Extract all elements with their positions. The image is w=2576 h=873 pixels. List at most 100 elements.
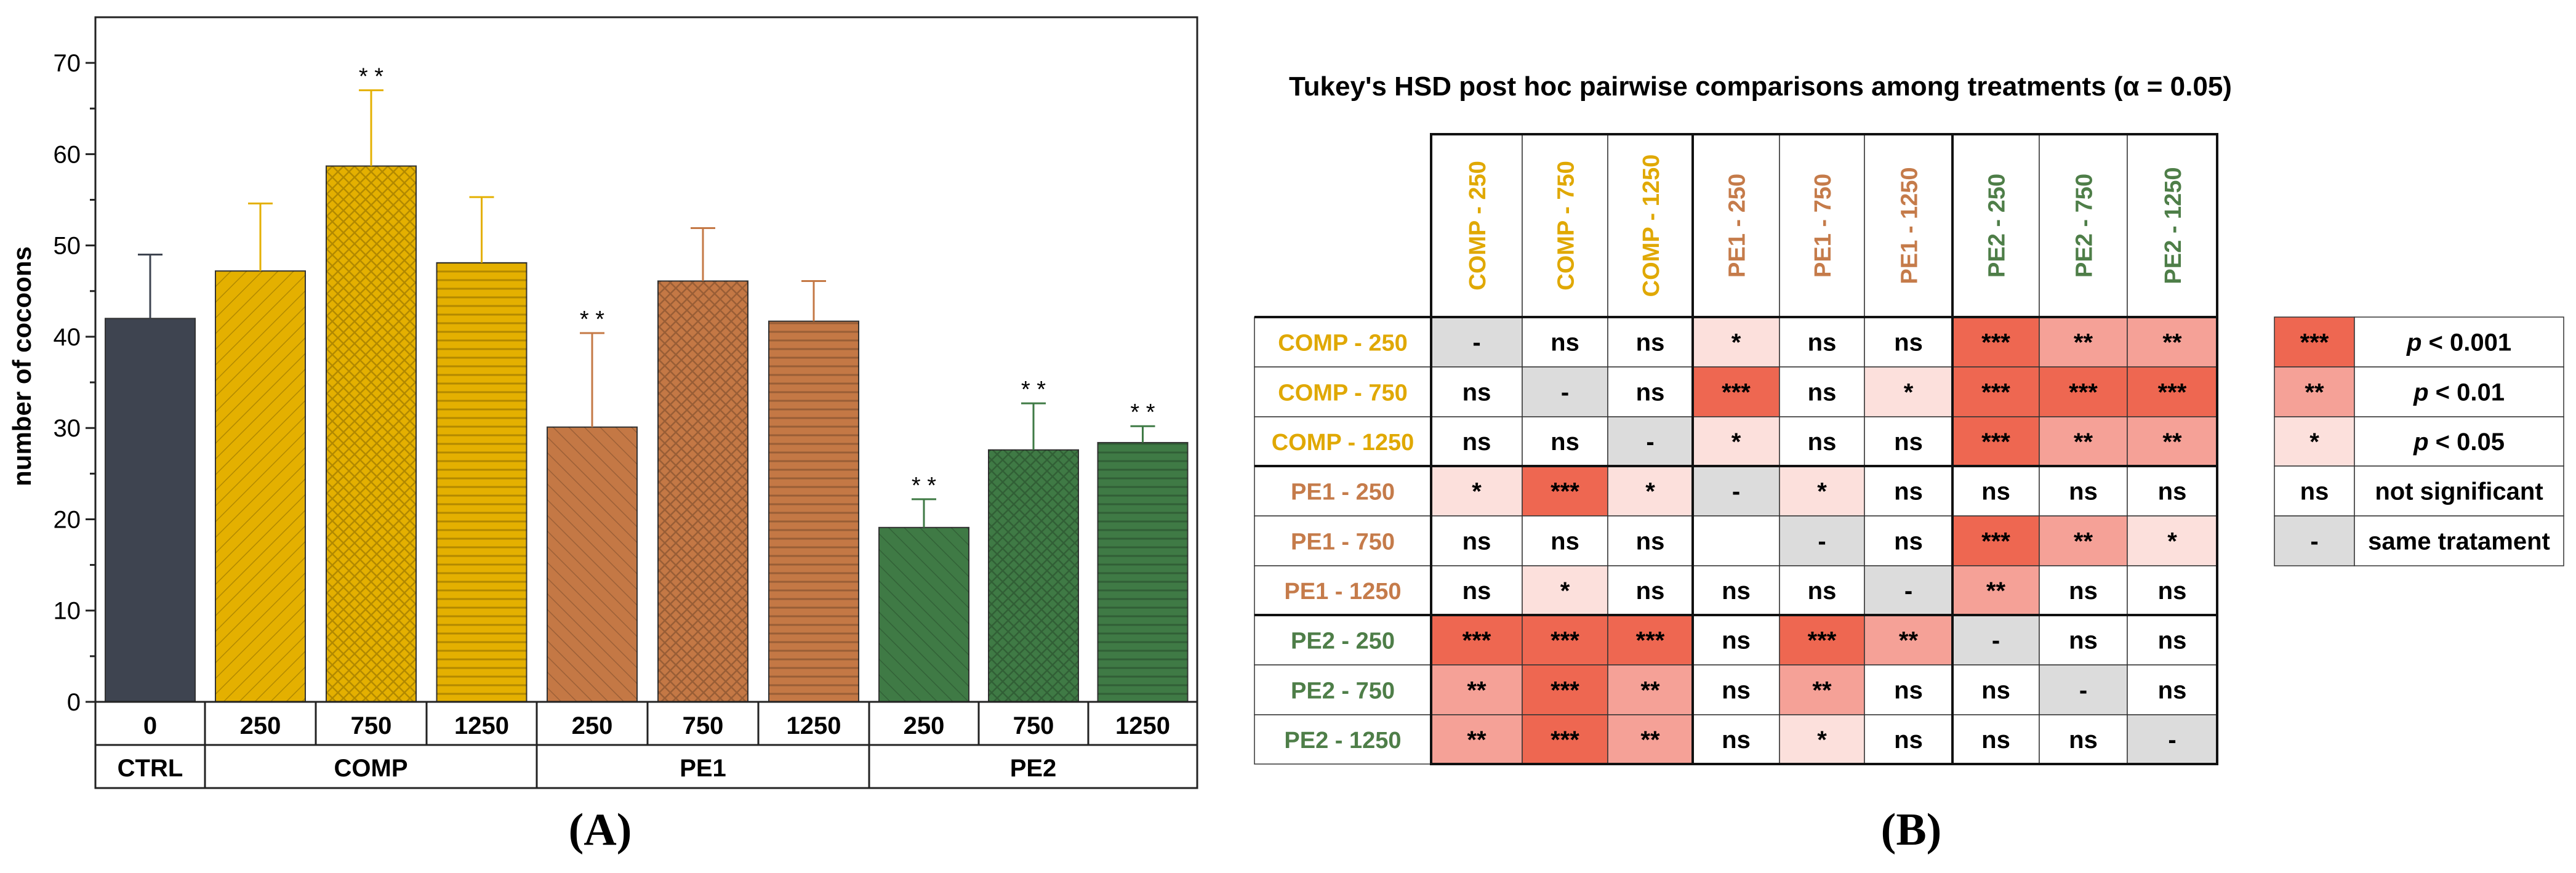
comparison-cell: ns	[1607, 366, 1693, 417]
cell-value: **	[1467, 726, 1487, 754]
x-tick-label: 750	[1013, 712, 1054, 739]
cell-value: -	[1732, 478, 1740, 505]
comparison-cell: ns	[1522, 316, 1608, 368]
row-label: PE1 - 250	[1291, 480, 1395, 505]
bar-group: * *	[878, 473, 969, 702]
significance-mark: * *	[1021, 377, 1046, 403]
comparison-cell: ns	[1864, 416, 1953, 467]
bar-group	[436, 196, 528, 702]
cell-value: ***	[1463, 627, 1491, 654]
bar-group	[215, 202, 306, 702]
significance-mark: * *	[1130, 400, 1155, 425]
significance-mark: * *	[580, 307, 604, 332]
comparison-cell: -	[1864, 565, 1953, 616]
cell-value: *	[1731, 428, 1741, 456]
comparison-cell: ns	[2127, 465, 2218, 517]
cell-value: ns	[1808, 428, 1837, 456]
cell-value: -	[1818, 528, 1826, 555]
cell-value: ***	[1551, 726, 1579, 754]
comparison-cell: ***	[1952, 515, 2040, 566]
cell-value: *	[1645, 478, 1655, 505]
comparison-cell: *	[1779, 714, 1865, 765]
legend-item: - same tratament	[2274, 515, 2564, 566]
cell-value: **	[1986, 577, 2006, 605]
group-label: CTRL	[118, 755, 183, 782]
comparison-cell: ***	[1952, 316, 2040, 368]
cell-value: **	[2074, 528, 2093, 555]
cell-value: ns	[2069, 726, 2098, 754]
cell-value: ***	[1551, 627, 1579, 654]
comparison-cell: **	[2127, 316, 2218, 368]
cell-value: *	[1731, 329, 1741, 356]
cell-value: **	[2074, 329, 2093, 356]
cell-value: ns	[2158, 677, 2187, 704]
x-tick-label: 1250	[787, 712, 841, 739]
legend-text: same tratament	[2368, 528, 2550, 555]
cell-value: ***	[1981, 528, 2010, 555]
comparison-cell: ns	[1430, 366, 1523, 417]
cell-value: **	[1640, 726, 1660, 754]
comparison-cell: ***	[2039, 366, 2128, 417]
comparison-cell: **	[1952, 565, 2040, 616]
comparison-cell: -	[2039, 664, 2128, 715]
y-tick-label: 40	[54, 324, 81, 351]
column-label: PE2 - 1250	[2161, 167, 2186, 284]
cell-value: ***	[1551, 478, 1579, 505]
x-tick-label: 750	[683, 712, 724, 739]
legend-text: p < 0.05	[2413, 428, 2505, 456]
comparison-cell: -	[1779, 515, 1865, 566]
cell-value: -	[1646, 428, 1654, 456]
cell-value: ns	[1894, 528, 1923, 555]
cell-value: -	[1904, 577, 1912, 605]
comparison-cell: ns	[1864, 465, 1953, 517]
comparison-cell: ns	[1430, 565, 1523, 616]
cell-value: -	[1472, 329, 1480, 356]
comparison-cell: **	[1430, 664, 1523, 715]
comparison-cell: ns	[1522, 515, 1608, 566]
comparison-cell: *	[1607, 465, 1693, 517]
group-label: COMP	[334, 755, 408, 782]
cell-value: ns	[1981, 726, 2010, 754]
cell-value: **	[1467, 677, 1487, 704]
comparison-cell: **	[1607, 664, 1693, 715]
comparison-cell: ns	[2039, 614, 2128, 666]
legend-text: p < 0.001	[2406, 329, 2511, 356]
legend-item: *** p < 0.001	[2274, 316, 2564, 368]
cell-value: -	[1561, 379, 1569, 406]
cell-value: ***	[1981, 379, 2010, 406]
significance-mark: * *	[359, 64, 383, 90]
cell-value: **	[1812, 677, 1832, 704]
legend-text: p < 0.01	[2413, 379, 2505, 406]
x-tick-label: 250	[240, 712, 281, 739]
comparison-cell: ns	[1779, 565, 1865, 616]
cell-value: ns	[1894, 428, 1923, 456]
bar-hatch	[1097, 442, 1188, 702]
cell-value: ns	[1894, 677, 1923, 704]
cell-value: ns	[1463, 528, 1491, 555]
cell-value: ns	[1981, 478, 2010, 505]
row-label: COMP - 250	[1278, 331, 1407, 356]
cell-value: ns	[1463, 379, 1491, 406]
legend-item: * p < 0.05	[2274, 416, 2564, 467]
comparison-cell: ns	[2127, 614, 2218, 666]
comparison-cell: *	[1430, 465, 1523, 517]
bar-group: * *	[988, 377, 1079, 702]
comparison-cell: *	[1864, 366, 1953, 417]
cell-value: ns	[1808, 329, 1837, 356]
cell-value: ns	[1894, 726, 1923, 754]
cell-value: ns	[2158, 478, 2187, 505]
comparison-cell: **	[1607, 714, 1693, 765]
cell-value: **	[2074, 428, 2093, 456]
cell-value: ns	[1463, 577, 1491, 605]
cell-value: -	[2079, 677, 2087, 704]
comparison-cell: ns	[1779, 366, 1865, 417]
comparison-cell: ***	[2127, 366, 2218, 417]
comparison-cell: -	[1692, 465, 1780, 517]
x-tick-label: 1250	[454, 712, 509, 739]
comparison-cell: ***	[1522, 664, 1608, 715]
row-label: COMP - 750	[1278, 380, 1407, 406]
cell-value: *	[1817, 478, 1827, 505]
cell-value: ns	[1808, 379, 1837, 406]
panel-b-label: (B)	[1881, 805, 1942, 855]
cell-value: ns	[1636, 577, 1665, 605]
